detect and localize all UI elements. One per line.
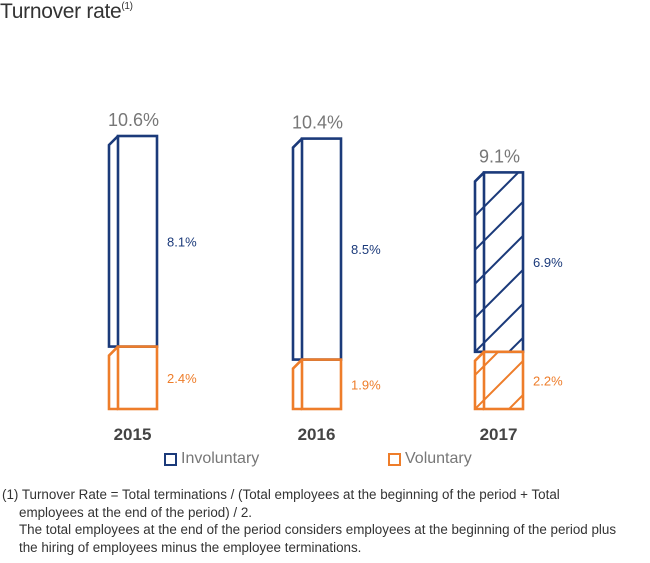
bar-2015-voluntary-side	[107, 345, 119, 411]
footnote-line-3: The total employees at the end of the pe…	[19, 522, 617, 537]
turnover-bar-chart: 10.6% 8.1% 2.4% 2015 10.4% 8.5% 1.9% 2016 9.1% 6.…	[107, 110, 563, 444]
voluntary-label-2015: 2.4%	[167, 371, 197, 386]
year-label-2017: 2017	[480, 425, 518, 444]
total-label-2016: 10.4%	[292, 113, 343, 133]
legend-involuntary: Involuntary	[164, 450, 259, 468]
footnote-line-1: (1) Turnover Rate = Total terminations /…	[2, 487, 560, 502]
voluntary-label-2016: 1.9%	[351, 377, 381, 392]
bar-2017-involuntary-front	[482, 171, 525, 354]
legend-voluntary: Voluntary	[388, 450, 472, 468]
bar-2017-voluntary-side	[473, 350, 485, 411]
bar-2015-involuntary-side	[107, 135, 119, 348]
voluntary-label-2017: 2.2%	[533, 373, 563, 388]
involuntary-label-2017: 6.9%	[533, 255, 563, 270]
bar-2015-voluntary-front	[116, 345, 159, 411]
involuntary-label-2016: 8.5%	[351, 242, 381, 257]
bar-2016-voluntary-side	[291, 358, 303, 411]
bar-2016-involuntary-front	[300, 137, 343, 361]
bar-2016-involuntary-side	[291, 137, 303, 361]
chart-title: Turnover rate(1)	[0, 0, 133, 24]
chart-title-footnote-ref: (1)	[121, 1, 133, 12]
chart-title-text: Turnover rate	[0, 0, 122, 23]
legend-voluntary-swatch	[388, 452, 401, 466]
year-label-2016: 2016	[298, 425, 336, 444]
year-label-2015: 2015	[114, 425, 152, 444]
footnote-line-2: employees at the end of the period) / 2.	[19, 504, 252, 520]
bar-2015-involuntary-front	[116, 134, 159, 348]
legend-involuntary-swatch	[164, 452, 177, 466]
legend-involuntary-label: Involuntary	[181, 450, 260, 467]
total-label-2015: 10.6%	[108, 110, 159, 130]
footnote: (1) Turnover Rate = Total terminations /…	[2, 486, 650, 556]
footnote-line-4: the hiring of employees minus the employ…	[19, 539, 362, 555]
bar-2017-involuntary-side	[473, 171, 485, 354]
bar-2017-voluntary-front	[482, 350, 525, 411]
bar-2016-voluntary-front	[300, 358, 343, 411]
total-label-2017: 9.1%	[479, 146, 520, 166]
involuntary-label-2015: 8.1%	[167, 234, 197, 249]
legend-voluntary-label: Voluntary	[405, 450, 472, 467]
bar-2017-involuntary-hatch	[475, 172, 523, 352]
